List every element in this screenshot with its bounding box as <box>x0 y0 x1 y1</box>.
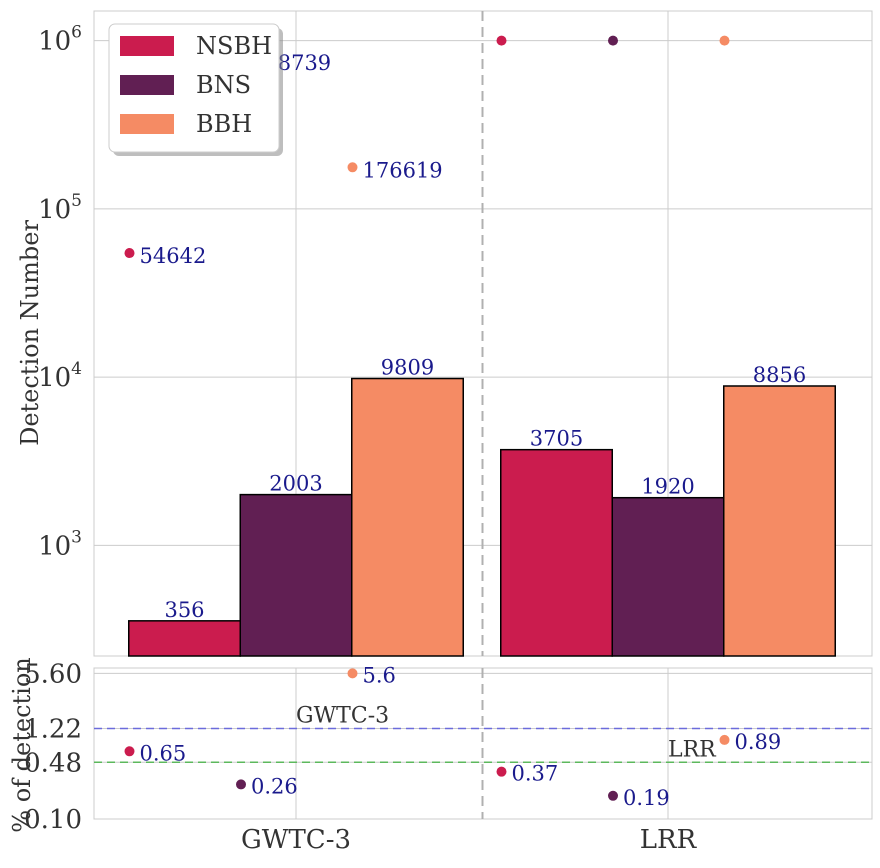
pct-value-label: 5.6 <box>363 663 396 687</box>
bottom-reference-lines: GWTC-3 LRR <box>94 704 872 764</box>
point-value-label: 176619 <box>363 158 443 182</box>
point-value-label: 54642 <box>140 244 207 268</box>
legend-label-bns: BNS <box>196 71 251 99</box>
pct-value-label: 0.37 <box>512 762 559 786</box>
point-nsbh-gwtc-3 <box>124 248 135 259</box>
top-y-tick-label: 106 <box>38 23 82 57</box>
legend-label-nsbh: NSBH <box>196 32 272 60</box>
bottom-point-labels: 0.65 0.37 0.26 0.19 5.6 0.89 <box>140 663 782 809</box>
bottom-points <box>124 668 730 801</box>
bar-value-label: 9809 <box>381 356 434 380</box>
legend-swatch-bns <box>120 75 174 95</box>
bar-value-label: 356 <box>164 598 204 622</box>
top-y-axis-title: Detection Number <box>16 220 44 446</box>
reference-line-label: LRR <box>668 737 717 762</box>
bottom-y-tick-label: 0.10 <box>24 805 82 835</box>
x-tick-label: GWTC-3 <box>241 825 351 855</box>
bottom-y-tick-label: 1.22 <box>24 715 82 745</box>
bottom-y-tick-label: 0.48 <box>24 748 82 778</box>
bar-bns-lrr <box>611 496 725 657</box>
bar-nsbh-lrr <box>500 448 613 657</box>
top-y-tick-label: 104 <box>38 359 82 393</box>
bar-nsbh-gwtc-3 <box>128 620 241 657</box>
pct-point-nsbh-gwtc-3 <box>124 746 135 757</box>
pct-point-bns-lrr <box>608 790 618 801</box>
pct-value-label: 0.19 <box>623 786 670 810</box>
pct-point-bbh-gwtc-3 <box>347 668 358 679</box>
top-y-tick-label: 103 <box>38 527 82 561</box>
top-y-tick-label: 105 <box>38 191 82 225</box>
reference-line-label: GWTC-3 <box>296 704 389 729</box>
bar-bbh-gwtc-3 <box>351 377 464 657</box>
x-tick-labels: GWTC-3 LRR <box>241 825 698 855</box>
top-bars <box>128 377 836 657</box>
legend-swatch-bbh <box>120 114 174 134</box>
bar-value-label: 8856 <box>753 363 806 387</box>
legend: NSBH BNS BBH <box>108 23 283 156</box>
top-yticks: 103 104 105 106 <box>38 23 82 562</box>
bottom-yticks: 0.10 0.481.22 5.60 <box>24 659 82 835</box>
legend-swatch-nsbh <box>120 36 174 56</box>
top-bar-labels: 356 3705 2003 1920 9809 8856 <box>164 356 806 622</box>
point-bbh-gwtc-3 <box>347 162 358 173</box>
pct-value-label: 0.65 <box>140 741 187 765</box>
bar-value-label: 2003 <box>269 472 322 496</box>
point-bbh-lrr <box>719 35 730 46</box>
pct-point-nsbh-lrr <box>496 766 507 777</box>
pct-point-bbh-lrr <box>719 734 730 745</box>
pct-value-label: 0.89 <box>735 730 782 754</box>
x-tick-label: LRR <box>640 825 698 855</box>
pct-point-bns-gwtc-3 <box>236 779 246 790</box>
legend-label-bbh: BBH <box>196 110 252 138</box>
bar-value-label: 1920 <box>641 475 694 499</box>
bar-bns-gwtc-3 <box>239 493 353 657</box>
point-bns-lrr <box>608 35 618 46</box>
bottom-y-tick-label: 5.60 <box>24 659 82 689</box>
point-nsbh-lrr <box>496 35 507 46</box>
pct-value-label: 0.26 <box>251 774 298 798</box>
bottom-y-axis-title: % of detection <box>8 657 36 832</box>
bar-bbh-lrr <box>723 385 836 657</box>
bar-value-label: 3705 <box>530 427 583 451</box>
